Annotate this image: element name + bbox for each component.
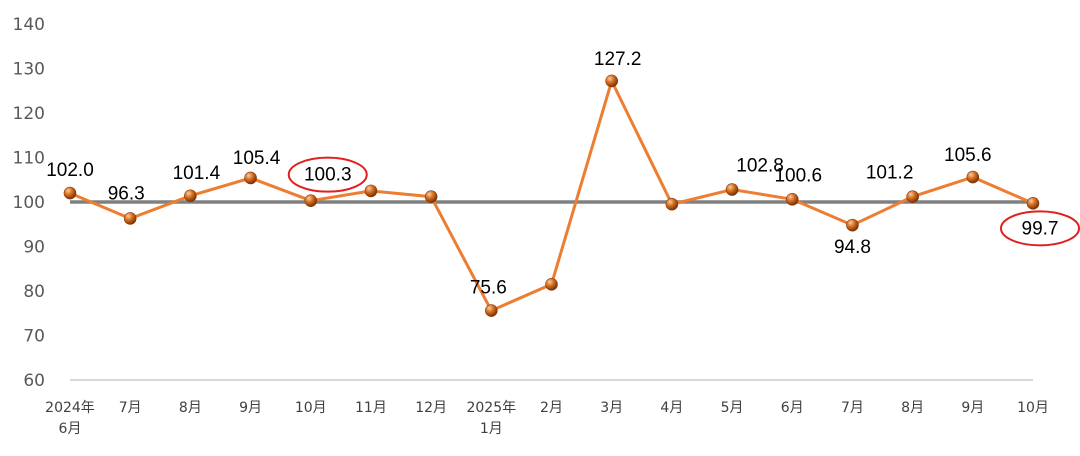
x-tick-label: 8月 [901, 400, 924, 416]
data-point [906, 190, 919, 203]
x-tick-label: 4月 [660, 400, 683, 416]
data-point [123, 212, 137, 225]
data-point [785, 193, 799, 206]
x-tick-label: 7月 [841, 400, 864, 416]
x-tick-label: 11月 [355, 400, 387, 416]
x-tick-label: 2月 [540, 400, 563, 416]
data-label: 100.6 [774, 165, 822, 186]
highlight-ring [287, 156, 368, 193]
y-tick-label: 140 [13, 15, 45, 35]
x-tick-label: 10月 [1017, 400, 1049, 416]
x-tick-label: 2025年 1月 [466, 400, 516, 437]
y-tick-label: 110 [13, 149, 45, 169]
y-tick-label: 60 [23, 371, 45, 391]
x-tick-label: 8月 [179, 400, 202, 416]
data-label: 94.8 [834, 237, 871, 258]
data-point [485, 304, 498, 317]
data-markers [63, 74, 1040, 317]
data-point [665, 197, 679, 211]
data-point [725, 183, 739, 196]
series-line [69, 76, 1034, 313]
x-tick-label: 2024年 6月 [45, 400, 95, 437]
data-point [364, 184, 378, 198]
data-label: 102.0 [46, 160, 94, 181]
y-tick-label: 100 [13, 193, 45, 213]
data-point [605, 74, 618, 88]
data-label: 105.4 [233, 148, 281, 169]
y-axis-tick-labels: 60 70 80 90 100 110 120 130 140 [13, 15, 45, 391]
data-point [545, 278, 558, 291]
data-label: 100.3 [304, 165, 352, 186]
x-tick-label: 10月 [295, 400, 327, 416]
data-point [244, 171, 257, 185]
x-tick-label: 5月 [721, 400, 744, 416]
x-axis-tick-labels: 2024年 6月 7月 8月 9月 10月 11月 12月 2025年 1月 2月 3月 4月 5月 6月 7… [45, 400, 1049, 437]
data-label: 101.2 [866, 163, 914, 184]
data-label: 101.4 [173, 163, 221, 184]
data-label: 105.6 [944, 145, 992, 166]
data-label: 96.3 [108, 183, 145, 204]
data-labels: 102.096.3101.4105.4100.375.6127.2102.810… [46, 49, 1080, 299]
data-label: 99.7 [1022, 218, 1059, 239]
data-label: 127.2 [594, 49, 642, 70]
data-label: 75.6 [470, 278, 507, 299]
y-tick-label: 130 [13, 60, 45, 80]
data-label: 102.8 [736, 156, 784, 177]
highlight-ring [1000, 210, 1080, 247]
y-tick-label: 80 [23, 282, 45, 302]
x-tick-label: 3月 [600, 400, 623, 416]
x-tick-label: 9月 [239, 400, 262, 416]
x-tick-label: 6月 [781, 400, 804, 416]
x-tick-label: 7月 [119, 400, 142, 416]
data-point [846, 218, 859, 232]
data-point [424, 190, 438, 203]
data-point [304, 194, 318, 207]
y-tick-label: 70 [23, 327, 45, 347]
data-point [63, 186, 77, 200]
series-line-group [69, 76, 1034, 313]
data-point [966, 170, 980, 184]
y-tick-label: 90 [23, 238, 45, 258]
x-tick-label: 12月 [415, 400, 447, 416]
data-point [184, 189, 197, 203]
data-point [1026, 197, 1040, 210]
x-tick-label: 9月 [961, 400, 984, 416]
y-tick-label: 120 [13, 104, 45, 124]
